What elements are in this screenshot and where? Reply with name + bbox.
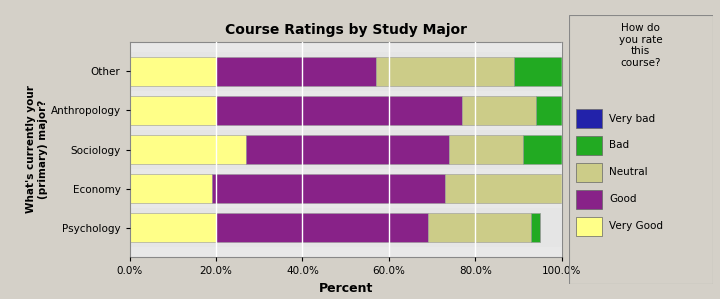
Bar <box>445 174 562 203</box>
Bar <box>130 213 216 242</box>
FancyBboxPatch shape <box>576 109 602 128</box>
Bar <box>514 57 562 86</box>
FancyBboxPatch shape <box>576 136 602 155</box>
Bar <box>523 135 562 164</box>
Text: Very bad: Very bad <box>609 114 655 123</box>
Bar <box>216 57 376 86</box>
Text: Neutral: Neutral <box>609 167 648 177</box>
FancyBboxPatch shape <box>576 163 602 182</box>
Bar <box>130 52 562 91</box>
Bar <box>216 213 428 242</box>
Text: Bad: Bad <box>609 141 629 150</box>
Bar <box>536 96 562 125</box>
Bar <box>449 135 523 164</box>
Bar <box>531 213 540 242</box>
Bar <box>216 96 462 125</box>
Bar <box>462 96 536 125</box>
Text: How do
you rate
this
course?: How do you rate this course? <box>619 23 662 68</box>
Bar <box>130 96 216 125</box>
Title: Course Ratings by Study Major: Course Ratings by Study Major <box>225 22 467 36</box>
Text: Good: Good <box>609 194 636 204</box>
Y-axis label: What's currently your
(primary) major?: What's currently your (primary) major? <box>26 86 48 213</box>
FancyBboxPatch shape <box>576 190 602 209</box>
Bar <box>130 130 562 169</box>
X-axis label: Percent: Percent <box>318 282 373 295</box>
Bar <box>130 57 216 86</box>
Bar <box>130 135 246 164</box>
Bar <box>130 208 562 247</box>
Bar <box>376 57 514 86</box>
Bar <box>212 174 445 203</box>
FancyBboxPatch shape <box>576 217 602 236</box>
Bar <box>130 174 212 203</box>
Bar <box>428 213 531 242</box>
Bar <box>246 135 449 164</box>
Text: Very Good: Very Good <box>609 221 663 231</box>
